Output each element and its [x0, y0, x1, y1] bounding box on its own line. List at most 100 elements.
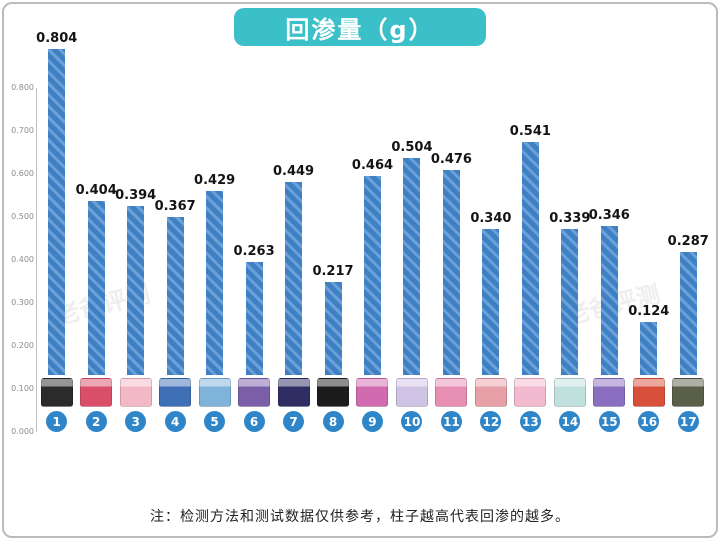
product-thumbnail: [593, 378, 626, 407]
bar-stack: 0.263: [234, 31, 275, 375]
bar-value-label: 0.340: [470, 210, 512, 226]
bar-group: 0.263 6: [234, 31, 275, 432]
bar: [324, 281, 342, 375]
product-index-badge: 1: [46, 411, 68, 432]
product-thumbnail: [198, 378, 231, 407]
bar: [285, 181, 303, 375]
plot-area: 0.804 1 0.404 2 0.394 3 0.367 4 0.429 5 0.263 6 0.44…: [36, 31, 709, 432]
bar-stack: 0.217: [312, 31, 354, 375]
product-thumbnail: [277, 378, 310, 407]
bar-stack: 0.464: [352, 31, 393, 375]
bar-group: 0.429 5: [194, 31, 235, 432]
bar-stack: 0.394: [115, 31, 156, 375]
bar-group: 0.217 8: [312, 31, 354, 432]
product-index-badge: 13: [519, 411, 541, 432]
bar-value-label: 0.804: [36, 31, 78, 46]
bar-stack: 0.367: [155, 31, 196, 375]
product-index-badge: 8: [322, 411, 344, 432]
y-tick-label: 0.500: [11, 212, 34, 221]
bar-stack: 0.804: [36, 31, 77, 375]
product-thumbnail: [395, 378, 428, 407]
bar-group: 0.541 13: [509, 31, 551, 432]
bar-value-label: 0.541: [509, 124, 551, 140]
product-thumbnail: [672, 378, 705, 407]
bar-value-label: 0.339: [549, 211, 591, 227]
product-thumbnail: [80, 378, 113, 407]
product-index-badge: 10: [401, 411, 423, 432]
bar-stack: 0.404: [76, 31, 117, 375]
bar: [640, 321, 658, 375]
product-thumbnail: [553, 378, 586, 407]
product-thumbnail: [632, 378, 665, 407]
bar-stack: 0.124: [628, 31, 669, 375]
bar-group: 0.394 3: [115, 31, 156, 432]
product-index-badge: 17: [677, 411, 699, 432]
bar-stack: 0.476: [431, 31, 472, 375]
bar-group: 0.339 14: [549, 31, 590, 432]
product-index-badge: 16: [638, 411, 660, 432]
bar-stack: 0.340: [470, 31, 511, 375]
bar: [442, 170, 460, 375]
bar-group: 0.804 1: [36, 31, 77, 432]
bar-value-label: 0.287: [667, 233, 709, 249]
chart-title-banner: 回渗量（g）: [234, 8, 486, 46]
y-tick-label: 0.800: [11, 83, 34, 92]
bar-group: 0.346 15: [589, 31, 630, 432]
y-tick-label: 0.700: [11, 126, 34, 135]
product-thumbnail: [238, 378, 271, 407]
bar: [521, 142, 539, 375]
product-index-badge: 11: [440, 411, 462, 432]
y-tick-label: 0.400: [11, 255, 34, 264]
y-tick-label: 0.300: [11, 298, 34, 307]
product-thumbnail: [474, 378, 507, 407]
product-thumbnail: [159, 378, 192, 407]
product-thumbnail: [435, 378, 468, 407]
bar-value-label: 0.217: [312, 263, 354, 279]
bar-group: 0.287 17: [668, 31, 709, 432]
product-index-badge: 5: [204, 411, 226, 432]
bar-group: 0.476 11: [431, 31, 472, 432]
bar-stack: 0.339: [549, 31, 590, 375]
product-index-badge: 4: [164, 411, 186, 432]
bar: [206, 190, 224, 375]
y-tick-label: 0.000: [11, 427, 34, 436]
y-tick-label: 0.200: [11, 341, 34, 350]
bar-value-label: 0.263: [233, 243, 275, 259]
product-index-badge: 6: [243, 411, 265, 432]
product-thumbnail: [40, 378, 73, 407]
product-index-badge: 9: [361, 411, 383, 432]
bar-value-label: 0.367: [154, 199, 196, 215]
bar: [48, 49, 66, 375]
bar-group: 0.340 12: [470, 31, 511, 432]
bar: [679, 251, 697, 375]
product-thumbnail: [356, 378, 389, 407]
product-index-badge: 14: [559, 411, 581, 432]
bar-stack: 0.504: [391, 31, 433, 375]
bar-value-label: 0.404: [75, 183, 117, 199]
bar: [363, 175, 381, 375]
bar-stack: 0.346: [589, 31, 630, 375]
footnote: 注：检测方法和测试数据仅供参考，柱子越高代表回渗的越多。: [150, 509, 570, 525]
bar: [403, 158, 421, 375]
bar: [245, 261, 263, 375]
y-axis: 0.800 0.700 0.600 0.500 0.400 0.300 0.200 0.100…: [8, 83, 36, 436]
bar-stack: 0.287: [668, 31, 709, 375]
bar-group: 0.404 2: [76, 31, 117, 432]
bar-group: 0.367 4: [155, 31, 196, 432]
y-tick-label: 0.100: [11, 384, 34, 393]
product-index-badge: 12: [480, 411, 502, 432]
product-index-badge: 3: [125, 411, 147, 432]
bar-value-label: 0.124: [628, 303, 670, 319]
bar-value-label: 0.394: [115, 187, 157, 203]
bar-value-label: 0.464: [351, 157, 394, 173]
bar: [127, 205, 145, 375]
bar: [87, 201, 105, 375]
product-index-badge: 2: [85, 411, 107, 432]
bar-value-label: 0.346: [588, 208, 630, 224]
bar: [600, 226, 618, 375]
bar: [166, 217, 184, 375]
bar-stack: 0.449: [273, 31, 314, 375]
product-thumbnail: [317, 378, 350, 407]
chart-title: 回渗量（g）: [285, 15, 435, 44]
